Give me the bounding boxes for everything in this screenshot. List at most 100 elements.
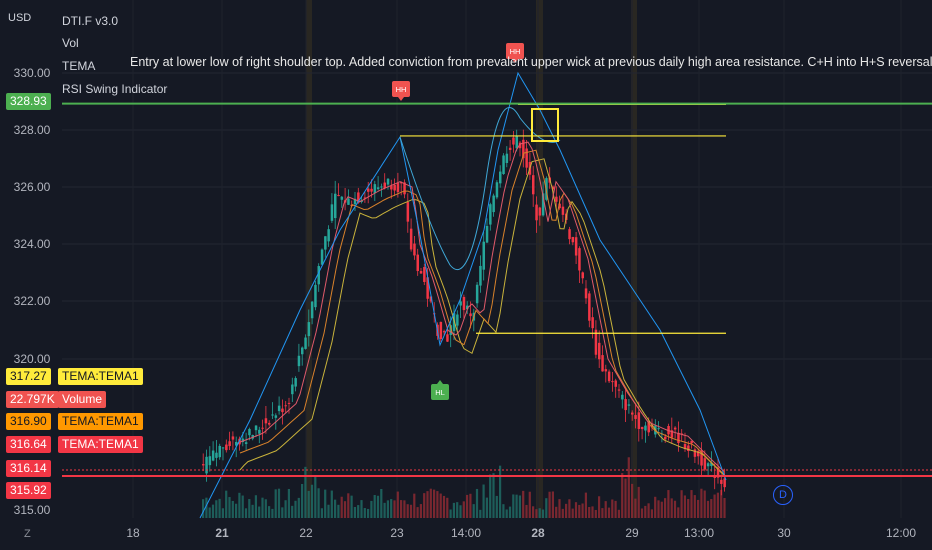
volume-bar xyxy=(598,496,601,518)
volume-bar xyxy=(495,495,498,518)
volume-bar xyxy=(584,492,587,518)
candle-body xyxy=(334,193,337,219)
candle-body xyxy=(535,204,538,221)
candle-body xyxy=(426,277,429,299)
hh-marker-left: HH xyxy=(392,81,410,101)
legend-indicator-tema[interactable]: TEMA xyxy=(62,59,96,73)
candle-body xyxy=(522,139,525,159)
volume-bar xyxy=(406,504,409,518)
volume-bar xyxy=(376,495,380,518)
candle-body xyxy=(568,229,571,240)
volume-bar xyxy=(248,499,251,518)
volume-bar xyxy=(723,498,726,518)
candle-body xyxy=(386,178,390,185)
legend-indicator-rsi[interactable]: RSI Swing Indicator xyxy=(62,82,168,96)
candle-body xyxy=(419,271,423,274)
candle-body xyxy=(584,288,588,299)
tema-curve-red xyxy=(239,141,725,472)
volume-bar xyxy=(258,506,261,518)
candle-body xyxy=(710,462,713,467)
candle-body xyxy=(442,331,446,333)
session-band-2 xyxy=(631,0,637,518)
tema-value-tag-1: 317.27 xyxy=(6,368,51,385)
candle-body xyxy=(277,405,281,412)
candle-body xyxy=(644,425,647,431)
volume-bar xyxy=(442,495,446,518)
volume-bar xyxy=(452,502,455,518)
volume-bar xyxy=(383,502,386,518)
candle-body xyxy=(664,436,667,440)
candle-body xyxy=(555,196,558,202)
tema-curve-yellow xyxy=(239,158,725,476)
volume-bar xyxy=(334,499,337,518)
x-tick-label: 28 xyxy=(531,526,545,540)
candle-body xyxy=(551,186,555,190)
x-tick-label: 22 xyxy=(299,526,313,540)
tema-name-tag-2: TEMA:TEMA1 xyxy=(58,413,143,430)
legend-indicator-vol[interactable]: Vol xyxy=(62,36,79,50)
candle-body xyxy=(225,444,228,451)
candle-body xyxy=(512,137,515,145)
candle-body xyxy=(221,447,225,449)
volume-bar xyxy=(350,495,353,518)
candle-body xyxy=(634,415,637,419)
volume-bar xyxy=(304,466,307,518)
entry-zone-box xyxy=(531,108,559,142)
volume-bar xyxy=(396,491,399,518)
volume-bar xyxy=(508,506,512,518)
candle-body xyxy=(449,325,452,335)
candle-body xyxy=(637,412,641,429)
candle-body xyxy=(574,237,578,256)
candle-body xyxy=(261,427,264,429)
y-tick-label: 326.00 xyxy=(14,180,51,194)
volume-bar xyxy=(604,501,607,518)
hh-marker-right-pointer xyxy=(512,59,518,63)
volume-bar xyxy=(505,509,508,518)
volume-bar xyxy=(680,490,683,518)
dividend-marker-button[interactable]: D xyxy=(773,485,793,505)
volume-bar xyxy=(538,508,541,518)
volume-bar xyxy=(456,502,459,518)
candle-body xyxy=(657,428,660,430)
candle-body xyxy=(393,184,396,191)
candle-body xyxy=(502,155,505,175)
volume-bar xyxy=(419,504,422,518)
candle-body xyxy=(700,450,703,466)
volume-bar xyxy=(400,500,403,518)
volume-bar xyxy=(357,505,360,518)
volume-bar xyxy=(624,478,627,518)
zoom-button[interactable]: Z xyxy=(24,528,31,540)
candle-body xyxy=(380,186,383,188)
volume-bar xyxy=(502,504,505,518)
volume-bar xyxy=(373,495,376,518)
candle-body xyxy=(650,424,654,428)
candle-body xyxy=(327,229,330,242)
candle-body xyxy=(390,185,393,190)
candle-body xyxy=(413,243,416,256)
candle-body xyxy=(284,405,287,407)
volume-bar xyxy=(281,507,284,518)
volume-bar xyxy=(664,498,667,518)
candle-body xyxy=(505,153,509,163)
volume-bar xyxy=(202,499,205,518)
volume-bar xyxy=(367,508,370,518)
volume-bar xyxy=(284,500,287,518)
candle-body xyxy=(409,228,413,250)
volume-bar xyxy=(297,497,300,518)
volume-bar xyxy=(617,509,620,518)
hl-marker-label: HL xyxy=(435,388,445,397)
volume-bar xyxy=(512,494,515,518)
candle-body xyxy=(363,197,367,199)
legend-indicator-dti[interactable]: DTI.F v3.0 xyxy=(62,14,119,28)
volume-bar xyxy=(601,508,604,518)
volume-bar xyxy=(271,508,274,518)
volume-bar xyxy=(568,499,571,518)
volume-bar xyxy=(532,506,535,518)
candle-body xyxy=(687,445,690,451)
volume-bar xyxy=(343,501,347,518)
candle-body xyxy=(294,378,297,387)
hl-marker-box xyxy=(431,384,449,400)
volume-bar xyxy=(370,500,373,518)
volume-bar xyxy=(472,504,475,518)
